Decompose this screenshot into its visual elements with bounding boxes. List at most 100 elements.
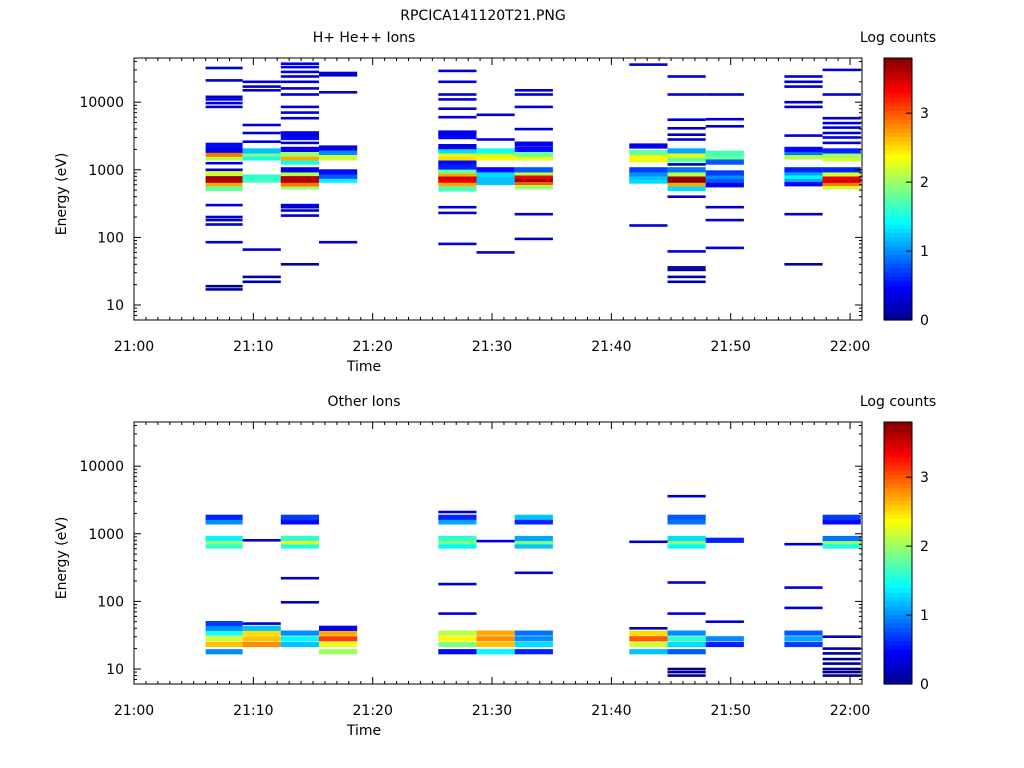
x-tick-label: 21:20 bbox=[353, 339, 393, 355]
colorbar-segment bbox=[884, 596, 912, 602]
data-cell bbox=[822, 136, 861, 139]
data-cell bbox=[476, 251, 515, 254]
data-cell bbox=[280, 514, 319, 520]
colorbar-segment bbox=[884, 435, 912, 441]
colorbar-segment bbox=[884, 535, 912, 541]
data-cell bbox=[784, 85, 823, 88]
data-cell bbox=[705, 177, 744, 183]
data-cell bbox=[822, 121, 861, 125]
data-cell bbox=[629, 149, 668, 156]
data-cell bbox=[784, 167, 823, 173]
data-cell bbox=[514, 636, 553, 642]
data-cell bbox=[476, 539, 515, 543]
data-cell bbox=[205, 142, 243, 148]
data-cell bbox=[705, 246, 744, 250]
data-cell bbox=[205, 223, 243, 226]
x-tick-label: 22:00 bbox=[830, 703, 870, 719]
colorbar-segment bbox=[884, 250, 912, 256]
data-cell bbox=[205, 519, 243, 525]
colorbar-segment bbox=[884, 97, 912, 103]
data-cell bbox=[514, 146, 553, 152]
data-cell bbox=[242, 539, 281, 542]
colorbar-segment bbox=[884, 197, 912, 203]
data-cell bbox=[438, 186, 477, 192]
data-cell bbox=[514, 127, 553, 131]
data-cell bbox=[205, 101, 243, 105]
colorbar-segment bbox=[884, 140, 912, 146]
y-tick-label: 10 bbox=[106, 662, 124, 678]
y-tick-label: 100 bbox=[97, 594, 124, 610]
data-cell bbox=[205, 181, 243, 187]
colorbar-segment bbox=[884, 653, 912, 659]
panel-title: Other Ions bbox=[327, 394, 400, 410]
panel-2: 21:00 21:10 21:20 21:30 21:40 21:50 22:0010100… bbox=[54, 394, 936, 739]
data-cell bbox=[476, 636, 515, 642]
data-cell bbox=[242, 151, 281, 157]
colorbar-segment bbox=[884, 679, 912, 685]
data-cell bbox=[205, 168, 243, 172]
data-cell bbox=[319, 71, 358, 75]
panel-title: H+ He++ Ions bbox=[313, 30, 416, 46]
data-cell bbox=[514, 167, 553, 173]
data-cell bbox=[319, 91, 358, 94]
data-cell bbox=[438, 130, 477, 136]
data-cell bbox=[242, 280, 281, 284]
colorbar-tick-label: 0 bbox=[920, 677, 929, 693]
data-cell bbox=[242, 123, 281, 127]
data-cell bbox=[514, 519, 553, 525]
data-cell bbox=[280, 62, 319, 65]
colorbar-segment bbox=[884, 422, 912, 427]
data-cell bbox=[705, 93, 744, 96]
colorbar-segment bbox=[884, 443, 912, 449]
colorbar-segment bbox=[884, 311, 912, 317]
colorbar-segment bbox=[884, 430, 912, 436]
data-cell bbox=[667, 157, 706, 163]
data-cell bbox=[705, 117, 744, 121]
colorbar-segment bbox=[884, 271, 912, 277]
colorbar-segment bbox=[884, 110, 912, 116]
colorbar-segment bbox=[884, 675, 912, 681]
data-cell bbox=[438, 148, 477, 154]
data-cell bbox=[784, 586, 823, 589]
data-cell bbox=[438, 205, 477, 209]
data-cell bbox=[242, 248, 281, 251]
data-cell bbox=[438, 159, 477, 165]
colorbar-segment bbox=[884, 206, 912, 212]
colorbar-segment bbox=[884, 84, 912, 90]
data-cell bbox=[242, 641, 281, 648]
data-cell bbox=[205, 625, 243, 631]
data-cell bbox=[514, 184, 553, 190]
data-cell bbox=[205, 66, 243, 70]
data-cell bbox=[629, 630, 668, 636]
colorbar-segment bbox=[884, 267, 912, 273]
data-cell bbox=[438, 80, 477, 84]
data-cell bbox=[629, 224, 668, 227]
data-cell bbox=[280, 184, 319, 190]
data-cell bbox=[705, 537, 744, 543]
data-cell bbox=[822, 68, 861, 72]
colorbar-segment bbox=[884, 513, 912, 519]
colorbar-segment bbox=[884, 154, 912, 160]
data-cell bbox=[438, 543, 477, 549]
data-cell bbox=[784, 176, 823, 182]
data-cell bbox=[319, 149, 358, 156]
colorbar-segment bbox=[884, 162, 912, 168]
data-cell bbox=[280, 601, 319, 604]
data-cell bbox=[242, 622, 281, 625]
data-cell bbox=[822, 539, 861, 545]
colorbar-segment bbox=[884, 579, 912, 585]
data-cell bbox=[319, 625, 358, 631]
colorbar-segment bbox=[884, 461, 912, 467]
data-cell bbox=[667, 667, 706, 671]
data-cell bbox=[514, 212, 553, 216]
data-cell bbox=[438, 582, 477, 586]
colorbar-label: Log counts bbox=[860, 30, 936, 46]
data-cell bbox=[242, 177, 281, 183]
data-cell bbox=[667, 494, 706, 498]
colorbar-segment bbox=[884, 193, 912, 199]
data-cell bbox=[667, 174, 706, 181]
data-cell bbox=[705, 182, 744, 188]
data-cell bbox=[438, 630, 477, 636]
colorbar-segment bbox=[884, 75, 912, 81]
